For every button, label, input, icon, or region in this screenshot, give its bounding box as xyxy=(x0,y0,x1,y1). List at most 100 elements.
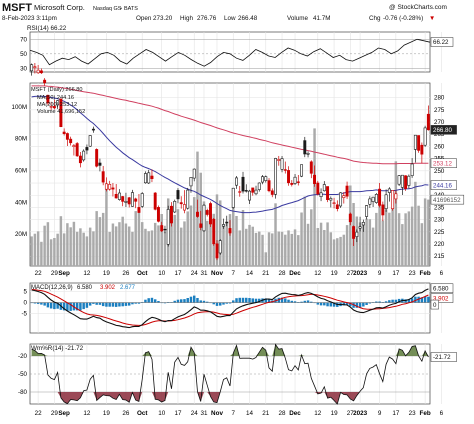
date-label: 2023 xyxy=(353,270,368,277)
volume-bar xyxy=(378,205,381,266)
macd-histogram-bar xyxy=(157,301,160,303)
macd-signal-line xyxy=(31,289,429,326)
candle-body xyxy=(143,173,147,184)
macd-histogram-bar xyxy=(209,302,212,304)
candle-body xyxy=(264,176,268,181)
volume-bar xyxy=(66,223,69,266)
price-tick-label: 230 xyxy=(434,217,445,224)
candle-body xyxy=(199,223,203,228)
volume-bar xyxy=(134,211,137,266)
macd-histogram-bar xyxy=(183,299,186,303)
rsi-value-tag-box xyxy=(430,37,454,47)
candle-body xyxy=(222,224,225,227)
volume-bar xyxy=(293,229,297,266)
macd-histogram-bar xyxy=(95,302,98,305)
macd-zero-tag-text: 0 xyxy=(433,302,437,309)
signal-tag-box xyxy=(430,293,454,303)
volume-bar xyxy=(40,241,43,266)
date-label: 28 xyxy=(278,410,286,417)
candle-body xyxy=(75,143,79,157)
candle-body xyxy=(202,204,206,232)
macd-histogram-bar xyxy=(300,301,303,303)
macd-tick-label: 5 xyxy=(24,289,28,296)
macd-legend-macd: 6.580 xyxy=(77,285,93,291)
volume-bar xyxy=(287,230,290,266)
date-label: 14 xyxy=(246,270,254,277)
candle-body xyxy=(326,186,330,200)
volume-bar xyxy=(300,212,303,266)
candle-body xyxy=(293,176,297,184)
candle-body xyxy=(59,98,63,128)
volume-bar xyxy=(189,205,193,266)
candle-body xyxy=(88,135,92,147)
candle-body xyxy=(387,188,391,193)
macd-histogram-bar xyxy=(251,298,254,303)
candle-body xyxy=(374,194,378,203)
price-tick-label: 225 xyxy=(434,229,445,236)
volume-bar xyxy=(163,231,167,266)
candle-body xyxy=(33,66,37,68)
date-label: 31 xyxy=(200,270,208,277)
date-label: 23 xyxy=(409,270,417,277)
date-label: 9 xyxy=(378,410,382,417)
macd-tag-text: 6.580 xyxy=(433,285,449,292)
candle-body xyxy=(114,194,118,199)
macd-histogram-bar xyxy=(189,296,193,303)
macd-histogram-bar xyxy=(56,302,59,309)
volume-bar xyxy=(368,219,372,266)
macd-histogram-bar xyxy=(407,299,411,303)
volume-bar xyxy=(49,239,53,266)
macd-histogram-bar xyxy=(248,298,251,303)
volume-bar xyxy=(232,191,235,266)
macd-histogram-bar xyxy=(66,302,69,311)
candle-body xyxy=(117,192,121,200)
volume-bar xyxy=(375,212,378,266)
macd-tag-box xyxy=(430,283,454,294)
candle-body xyxy=(274,158,277,195)
date-label: 26 xyxy=(122,410,130,417)
willr-line xyxy=(31,343,429,405)
macd-histogram-bar xyxy=(310,301,313,303)
exchange: Nasdaq GS xyxy=(93,6,122,12)
macd-histogram-bar xyxy=(290,300,294,303)
volume-bar xyxy=(251,226,254,266)
price-tick-label: 275 xyxy=(434,107,445,114)
macd-histogram-bar xyxy=(192,295,196,303)
date-label: 27 xyxy=(347,410,355,417)
ohlc-readout: Open 273.20 High 276.76 Low 266.48 Volum… xyxy=(136,15,435,22)
macd-histogram-bar xyxy=(199,300,202,303)
volume-tick-label: 80M xyxy=(15,136,27,143)
candle-body xyxy=(82,150,86,161)
willr-value-tag-box xyxy=(430,352,457,362)
volume-tag-box xyxy=(430,194,465,205)
candle-body xyxy=(153,192,157,210)
macd-histogram-bar xyxy=(306,300,310,303)
candle-body xyxy=(361,222,365,226)
macd-histogram-bar xyxy=(186,298,189,303)
candle-body xyxy=(163,228,167,231)
macd-histogram-bar xyxy=(206,301,209,303)
candle-body xyxy=(319,192,323,198)
candle-body xyxy=(183,204,186,211)
volume-bar xyxy=(358,222,362,266)
date-label: Dec xyxy=(289,270,301,277)
volume-bar xyxy=(137,210,141,266)
macd-histogram-bar xyxy=(280,297,284,303)
date-label: Sep xyxy=(58,410,70,417)
volume-bar xyxy=(219,200,222,266)
candle-body xyxy=(43,79,47,84)
macd-histogram-bar xyxy=(108,302,111,307)
candle-body xyxy=(352,226,356,239)
candle-body xyxy=(348,213,352,223)
date-label: 21 xyxy=(262,270,270,277)
macd-histogram-bar xyxy=(420,297,424,303)
date-label: 19 xyxy=(331,410,339,417)
macd-histogram-bar xyxy=(258,298,261,303)
macd-legend-label: MACD(12,26,9) xyxy=(31,285,73,291)
macd-histogram-bar xyxy=(163,302,167,304)
candle-body xyxy=(423,127,427,146)
volume-bar xyxy=(365,218,368,266)
volume-bar xyxy=(183,221,186,266)
